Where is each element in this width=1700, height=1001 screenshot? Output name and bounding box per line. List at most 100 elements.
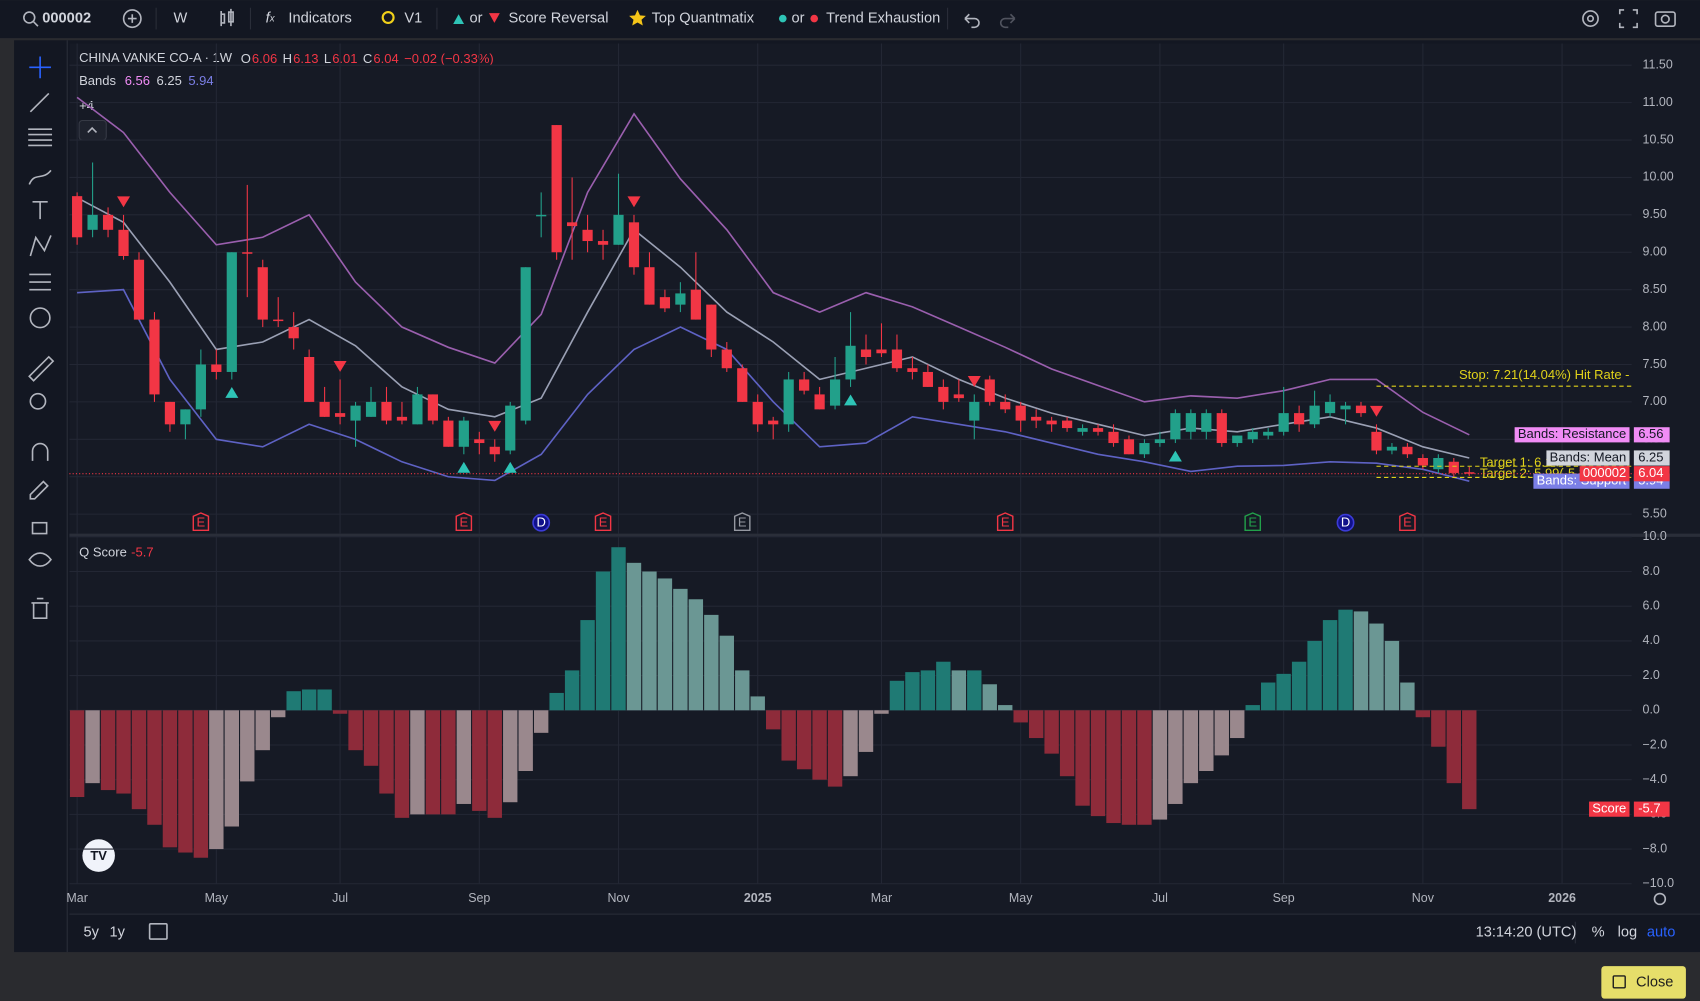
signal-down (627, 196, 641, 208)
percent-toggle[interactable]: % (1592, 924, 1605, 940)
candle-body (1046, 420, 1057, 425)
score-bar (874, 710, 889, 714)
candle-body (273, 319, 284, 322)
event-label: D (536, 515, 545, 530)
candle-body (443, 420, 454, 447)
score-bar (379, 710, 394, 794)
undo[interactable] (964, 13, 980, 29)
dot-icon (778, 14, 787, 23)
fullscreen[interactable] (1618, 9, 1638, 29)
brush-tool[interactable] (28, 169, 52, 185)
redo[interactable] (999, 13, 1016, 29)
score-bar (1322, 620, 1338, 711)
event-badge (1399, 512, 1416, 532)
score-bar (131, 710, 147, 810)
ohlc-key: L (324, 51, 331, 66)
candle-body (458, 420, 469, 447)
score-bar (1028, 710, 1044, 739)
event-badge (1336, 513, 1355, 532)
interval[interactable]: W (173, 10, 187, 26)
axis-tag-name: 000002 (1583, 465, 1626, 480)
collapse-icon (87, 126, 98, 133)
score-bar (796, 710, 812, 770)
candle-body (1355, 405, 1367, 414)
score-bar (1168, 710, 1183, 804)
candle-body (1263, 431, 1274, 436)
bands-legend-value: 6.56 (125, 73, 150, 88)
add-symbol[interactable] (122, 9, 142, 29)
script[interactable]: V1 (404, 10, 422, 26)
projection-tool[interactable] (29, 273, 51, 291)
symbol[interactable]: 000002 (42, 10, 91, 26)
score-reversal[interactable]: Score Reversal (508, 10, 608, 26)
star-icon (629, 9, 646, 26)
candle-body (1092, 428, 1104, 432)
score-bar (1199, 710, 1214, 772)
fib-tool[interactable] (28, 128, 53, 147)
up-icon (453, 14, 465, 25)
score-bar (580, 620, 595, 711)
axis-settings[interactable] (1653, 892, 1667, 906)
candle-body (1000, 401, 1011, 410)
axis-tag (1514, 427, 1630, 443)
text-tool[interactable] (32, 200, 48, 220)
event-label: E (197, 515, 206, 530)
candle-body (1015, 405, 1026, 421)
y-tick-label: −8.0 (1643, 841, 1668, 855)
collapse-button[interactable] (78, 119, 107, 141)
crosshair-tool[interactable] (29, 56, 51, 79)
score-pane (69, 547, 1477, 858)
score-bar (549, 692, 564, 711)
log-toggle[interactable]: log (1618, 924, 1638, 940)
trend-exhaustion[interactable]: Trend Exhaustion (826, 10, 940, 26)
settings[interactable] (1582, 10, 1599, 27)
lock-tool[interactable] (31, 521, 48, 535)
change: −0.02 (−0.33%) (404, 51, 494, 66)
chart-title: CHINA VANKE CO-A · 1W (79, 50, 233, 65)
search-icon[interactable] (23, 11, 36, 24)
hide-tool[interactable] (28, 552, 52, 567)
score-bar (193, 710, 209, 858)
date-range[interactable] (148, 923, 168, 940)
score-bar (967, 670, 982, 711)
axis-tag-name: Bands: Mean (1550, 449, 1627, 464)
auto-toggle[interactable]: auto (1647, 924, 1675, 940)
y-tick-label: 10.00 (1643, 170, 1674, 184)
candle-body (72, 196, 83, 238)
close-button[interactable] (1601, 966, 1686, 999)
y-tick-label: 9.50 (1643, 207, 1667, 221)
magnet-tool[interactable] (31, 442, 49, 461)
zoom-tool[interactable] (29, 392, 47, 410)
score-bar (766, 710, 781, 730)
indicators[interactable]: Indicators (288, 10, 351, 26)
top-quantmatix[interactable]: Top Quantmatix (652, 10, 755, 26)
score-bar (673, 588, 688, 711)
trend-line-tool[interactable] (29, 92, 50, 113)
score-bar (982, 684, 997, 711)
emoji-tool[interactable] (29, 307, 51, 329)
axis-tag (1546, 450, 1630, 466)
candle-body (690, 289, 701, 320)
score-bar (905, 672, 920, 711)
candle-body (474, 439, 485, 444)
candle-body (1201, 413, 1212, 432)
candle-body (752, 401, 763, 425)
signal-up (844, 394, 858, 406)
lock-drawings-tool[interactable] (29, 480, 49, 500)
close-label[interactable]: Close (1636, 974, 1673, 990)
score-bar (951, 670, 967, 711)
range-button[interactable]: 5y (83, 924, 99, 940)
delete-tool[interactable] (31, 597, 49, 619)
range-button[interactable]: 1y (110, 924, 126, 940)
candle-body (505, 405, 516, 451)
chart-type[interactable] (220, 8, 234, 27)
measure-tool[interactable] (28, 355, 55, 382)
score-bar (363, 710, 379, 766)
search-icon-handle (33, 21, 39, 27)
pattern-tool[interactable] (29, 235, 52, 257)
y-tick-label: 8.00 (1643, 319, 1667, 333)
score-bar (688, 599, 704, 711)
screenshot[interactable] (1654, 11, 1676, 27)
price-pane (72, 96, 1475, 482)
score-bar (503, 710, 518, 803)
